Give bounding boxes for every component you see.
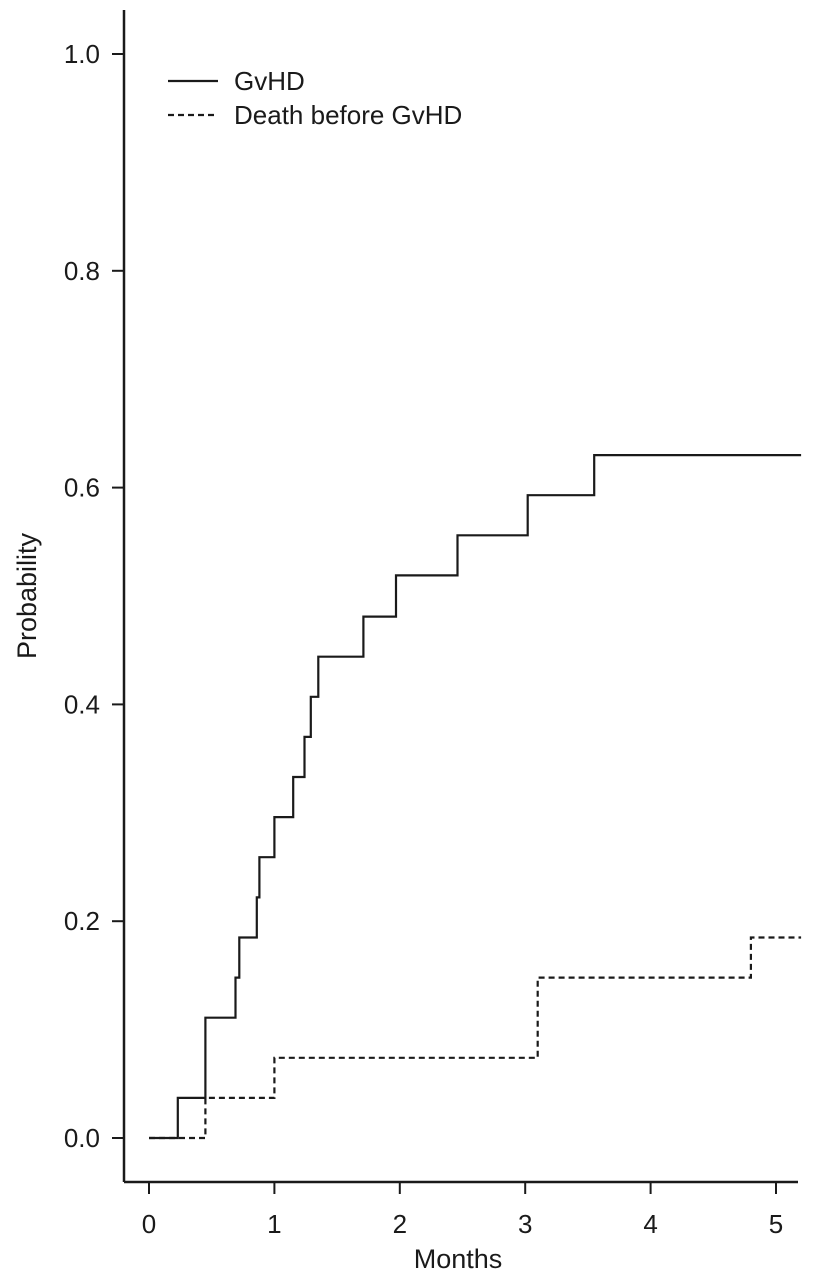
x-tick-label: 4 bbox=[643, 1209, 657, 1239]
legend-label: GvHD bbox=[234, 66, 305, 96]
y-axis-title: Probability bbox=[12, 532, 42, 659]
x-tick-label: 2 bbox=[393, 1209, 407, 1239]
x-tick-label: 5 bbox=[769, 1209, 783, 1239]
x-tick-label: 0 bbox=[142, 1209, 156, 1239]
y-tick-label: 0.2 bbox=[64, 906, 100, 936]
legend: GvHD Death before GvHD bbox=[168, 66, 462, 130]
legend-label: Death before GvHD bbox=[234, 100, 462, 130]
x-tick-label: 3 bbox=[518, 1209, 532, 1239]
y-tick-label: 1.0 bbox=[64, 39, 100, 69]
y-tick-label: 0.8 bbox=[64, 256, 100, 286]
y-tick-label: 0.6 bbox=[64, 473, 100, 503]
series-line-death-before-gvhd bbox=[149, 936, 802, 1140]
x-axis-title: Months bbox=[414, 1244, 503, 1274]
y-tick-label: 0.4 bbox=[64, 689, 100, 719]
x-tick-label: 1 bbox=[267, 1209, 281, 1239]
y-tick-label: 0.0 bbox=[64, 1123, 100, 1153]
ticks-group: 0 1 2 3 4 5 0.0 0.2 0.4 0.6 0.8 1.0 bbox=[64, 39, 783, 1239]
series-group bbox=[149, 454, 802, 1140]
series-line-gvhd bbox=[149, 454, 802, 1140]
